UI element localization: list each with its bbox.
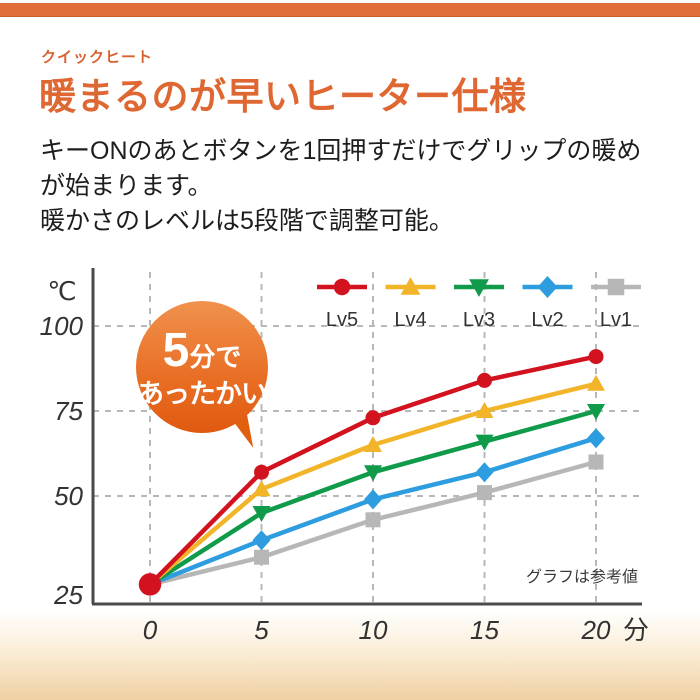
svg-text:Lv4: Lv4 <box>394 309 426 331</box>
heating-time-chart: 25 50 75 100 ℃ 0 5 10 15 20 分 グラフは参考値 Lv5 Lv4 Lv3 Lv2 Lv… <box>40 268 649 645</box>
svg-text:Lv2: Lv2 <box>531 309 563 331</box>
svg-text:分: 分 <box>623 615 649 645</box>
quick-heat-badge: 5 分で あったかい <box>136 301 268 433</box>
svg-text:15: 15 <box>470 615 499 645</box>
page-title: 暖まるのが早いヒーター仕様 <box>39 76 527 117</box>
svg-text:75: 75 <box>54 396 83 426</box>
svg-text:5: 5 <box>254 615 269 645</box>
svg-text:℃: ℃ <box>47 276 76 306</box>
badge-unit: 分で <box>189 341 242 372</box>
description-line-1: キーONのあとボタンを1回押すだけでグリップの暖め <box>40 137 642 165</box>
svg-text:グラフは参考値: グラフは参考値 <box>526 568 638 586</box>
svg-text:Lv1: Lv1 <box>600 309 632 331</box>
svg-text:20: 20 <box>581 615 611 645</box>
svg-text:100: 100 <box>40 311 84 341</box>
badge-line-1: 5 分で <box>162 323 242 377</box>
svg-text:Lv3: Lv3 <box>463 309 495 331</box>
svg-text:25: 25 <box>53 580 83 610</box>
svg-text:Lv5: Lv5 <box>326 309 358 331</box>
badge-number: 5 <box>162 323 190 377</box>
eyebrow-label: クイックヒート <box>41 49 154 66</box>
top-accent-bar <box>0 3 700 17</box>
description-line-3: 暖かさのレベルは5段階で調整可能。 <box>40 207 454 235</box>
svg-text:10: 10 <box>359 615 388 645</box>
description-line-2: が始まります。 <box>40 172 213 200</box>
svg-text:50: 50 <box>54 481 83 511</box>
description: キーONのあとボタンを1回押すだけでグリップの暖め が始まります。 暖かさのレベ… <box>40 134 641 239</box>
badge-line-2: あったかい <box>137 378 268 409</box>
svg-text:0: 0 <box>143 615 158 645</box>
